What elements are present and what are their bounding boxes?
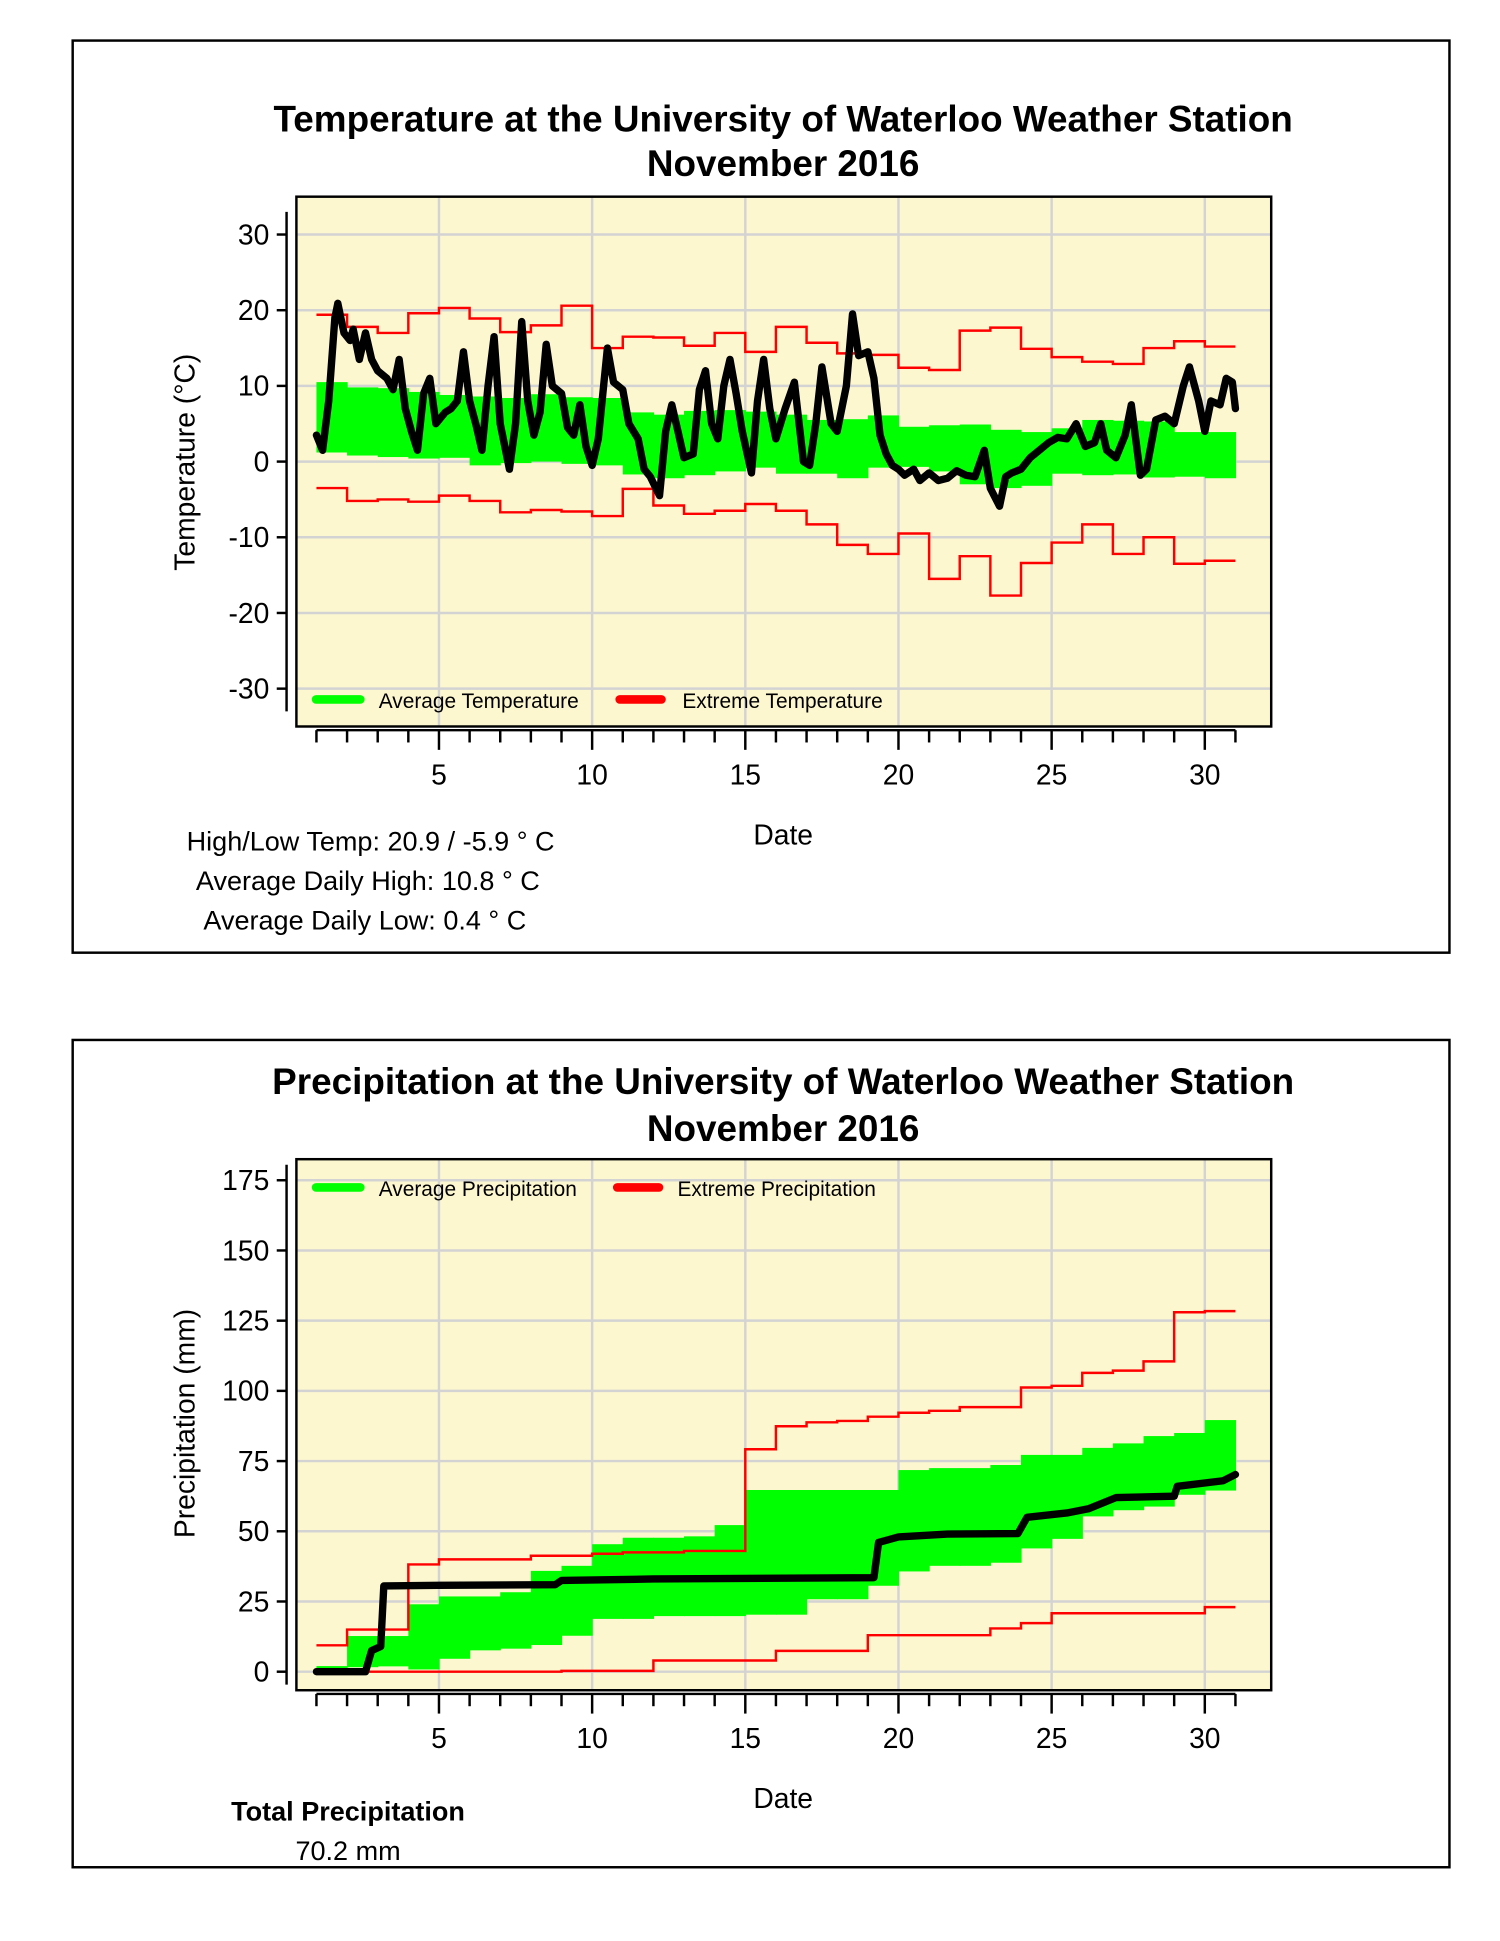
x-tick-label: 10 <box>576 758 607 790</box>
x-tick-label: 30 <box>1189 758 1220 790</box>
y-tick-label: 0 <box>254 1656 270 1688</box>
x-tick-label: 5 <box>431 758 447 790</box>
average-band-segment <box>898 426 930 467</box>
legend-average-label: Average Precipitation <box>379 1178 577 1201</box>
extreme-low-line <box>316 1605 1236 1673</box>
chart-title: Precipitation at the University of Water… <box>272 1061 1294 1102</box>
x-tick-label: 25 <box>1036 758 1067 790</box>
y-tick-label: 20 <box>238 294 269 326</box>
average-band-segment <box>1174 432 1206 477</box>
y-tick-label: 150 <box>222 1234 269 1266</box>
x-tick-label: 15 <box>730 758 761 790</box>
average-band-segment <box>806 1490 838 1600</box>
y-tick-label: -30 <box>229 672 270 704</box>
x-tick-label: 25 <box>1036 1722 1067 1754</box>
y-tick-label: 25 <box>238 1585 269 1617</box>
y-tick-label: 100 <box>222 1375 269 1407</box>
observed-line <box>312 1470 1240 1676</box>
average-band-segment <box>561 1565 593 1636</box>
observed-line <box>312 299 1240 510</box>
x-tick-label: 5 <box>431 1722 447 1754</box>
precipitation-panel: Precipitation at the University of Water… <box>71 1038 1451 1869</box>
precipitation-plot-area: 175 150 125 100 75 50 25 0 5 10 15 20 25 30 <box>222 1157 1273 1754</box>
stat-average-high: Average Daily High: 10.8 ° C <box>196 866 540 896</box>
y-tick-label: -20 <box>229 597 270 629</box>
x-tick-label: 15 <box>730 1722 761 1754</box>
x-tick-label: 30 <box>1189 1722 1220 1754</box>
y-axis-label: Temperature (°C) <box>168 354 200 571</box>
y-axis-label: Precipitation (mm) <box>168 1309 200 1538</box>
y-tick-label: 30 <box>238 218 269 250</box>
legend-extreme-label: Extreme Temperature <box>682 690 882 713</box>
chart-subtitle: November 2016 <box>647 143 920 184</box>
stat-average-low: Average Daily Low: 0.4 ° C <box>203 905 526 935</box>
x-tick-label: 20 <box>883 1722 914 1754</box>
x-tick-label: 20 <box>883 758 914 790</box>
legend-extreme-label: Extreme Precipitation <box>677 1178 875 1201</box>
average-band-segment <box>1051 1454 1083 1539</box>
plot-frame <box>295 1157 1273 1692</box>
y-tick-label: 175 <box>222 1164 269 1196</box>
x-axis-label: Date <box>753 819 813 851</box>
x-axis-label: Date <box>753 1782 813 1814</box>
temperature-plot-area: 30 20 10 0 -10 -20 -30 5 10 15 20 25 30 <box>229 195 1273 790</box>
average-band-segment <box>438 1596 471 1659</box>
average-band-segment <box>745 1490 777 1615</box>
x-tick-label: 10 <box>576 1722 607 1754</box>
y-tick-label: 50 <box>238 1515 269 1547</box>
total-precipitation-label: Total Precipitation <box>231 1797 465 1827</box>
average-band-segment <box>959 1468 991 1566</box>
y-tick-label: 10 <box>238 370 269 402</box>
y-tick-label: -10 <box>229 521 270 553</box>
average-band-segment <box>500 1592 532 1649</box>
y-tick-label: 0 <box>254 445 270 477</box>
average-band-segment <box>469 1596 501 1651</box>
average-band-segment <box>898 1470 930 1572</box>
total-precipitation-value: 70.2 mm <box>295 1836 400 1866</box>
y-tick-label: 75 <box>238 1445 269 1477</box>
average-band-segment <box>837 1490 869 1600</box>
average-band-segment <box>775 1490 808 1615</box>
average-band-segment <box>408 1604 440 1670</box>
average-band-segment <box>714 1525 746 1617</box>
average-band-segment <box>1204 432 1237 479</box>
stat-high-low: High/Low Temp: 20.9 / -5.9 ° C <box>187 827 555 857</box>
chart-subtitle: November 2016 <box>647 1108 920 1149</box>
plot-frame <box>295 195 1273 728</box>
average-band-segment <box>1021 1454 1053 1549</box>
y-tick-label: 125 <box>222 1304 269 1336</box>
average-band-segment <box>347 387 379 456</box>
legend-average-label: Average Temperature <box>379 690 579 713</box>
chart-title: Temperature at the University of Waterlo… <box>274 99 1293 140</box>
average-band-segment <box>837 419 869 479</box>
extreme-high-line <box>316 304 1236 372</box>
extreme-low-line <box>316 486 1236 597</box>
average-band-segment <box>929 1468 961 1566</box>
average-band-segment <box>990 1465 1022 1563</box>
extreme-high-line <box>316 1309 1236 1647</box>
average-band-segment <box>929 425 961 472</box>
temperature-panel: Temperature at the University of Waterlo… <box>71 39 1451 954</box>
